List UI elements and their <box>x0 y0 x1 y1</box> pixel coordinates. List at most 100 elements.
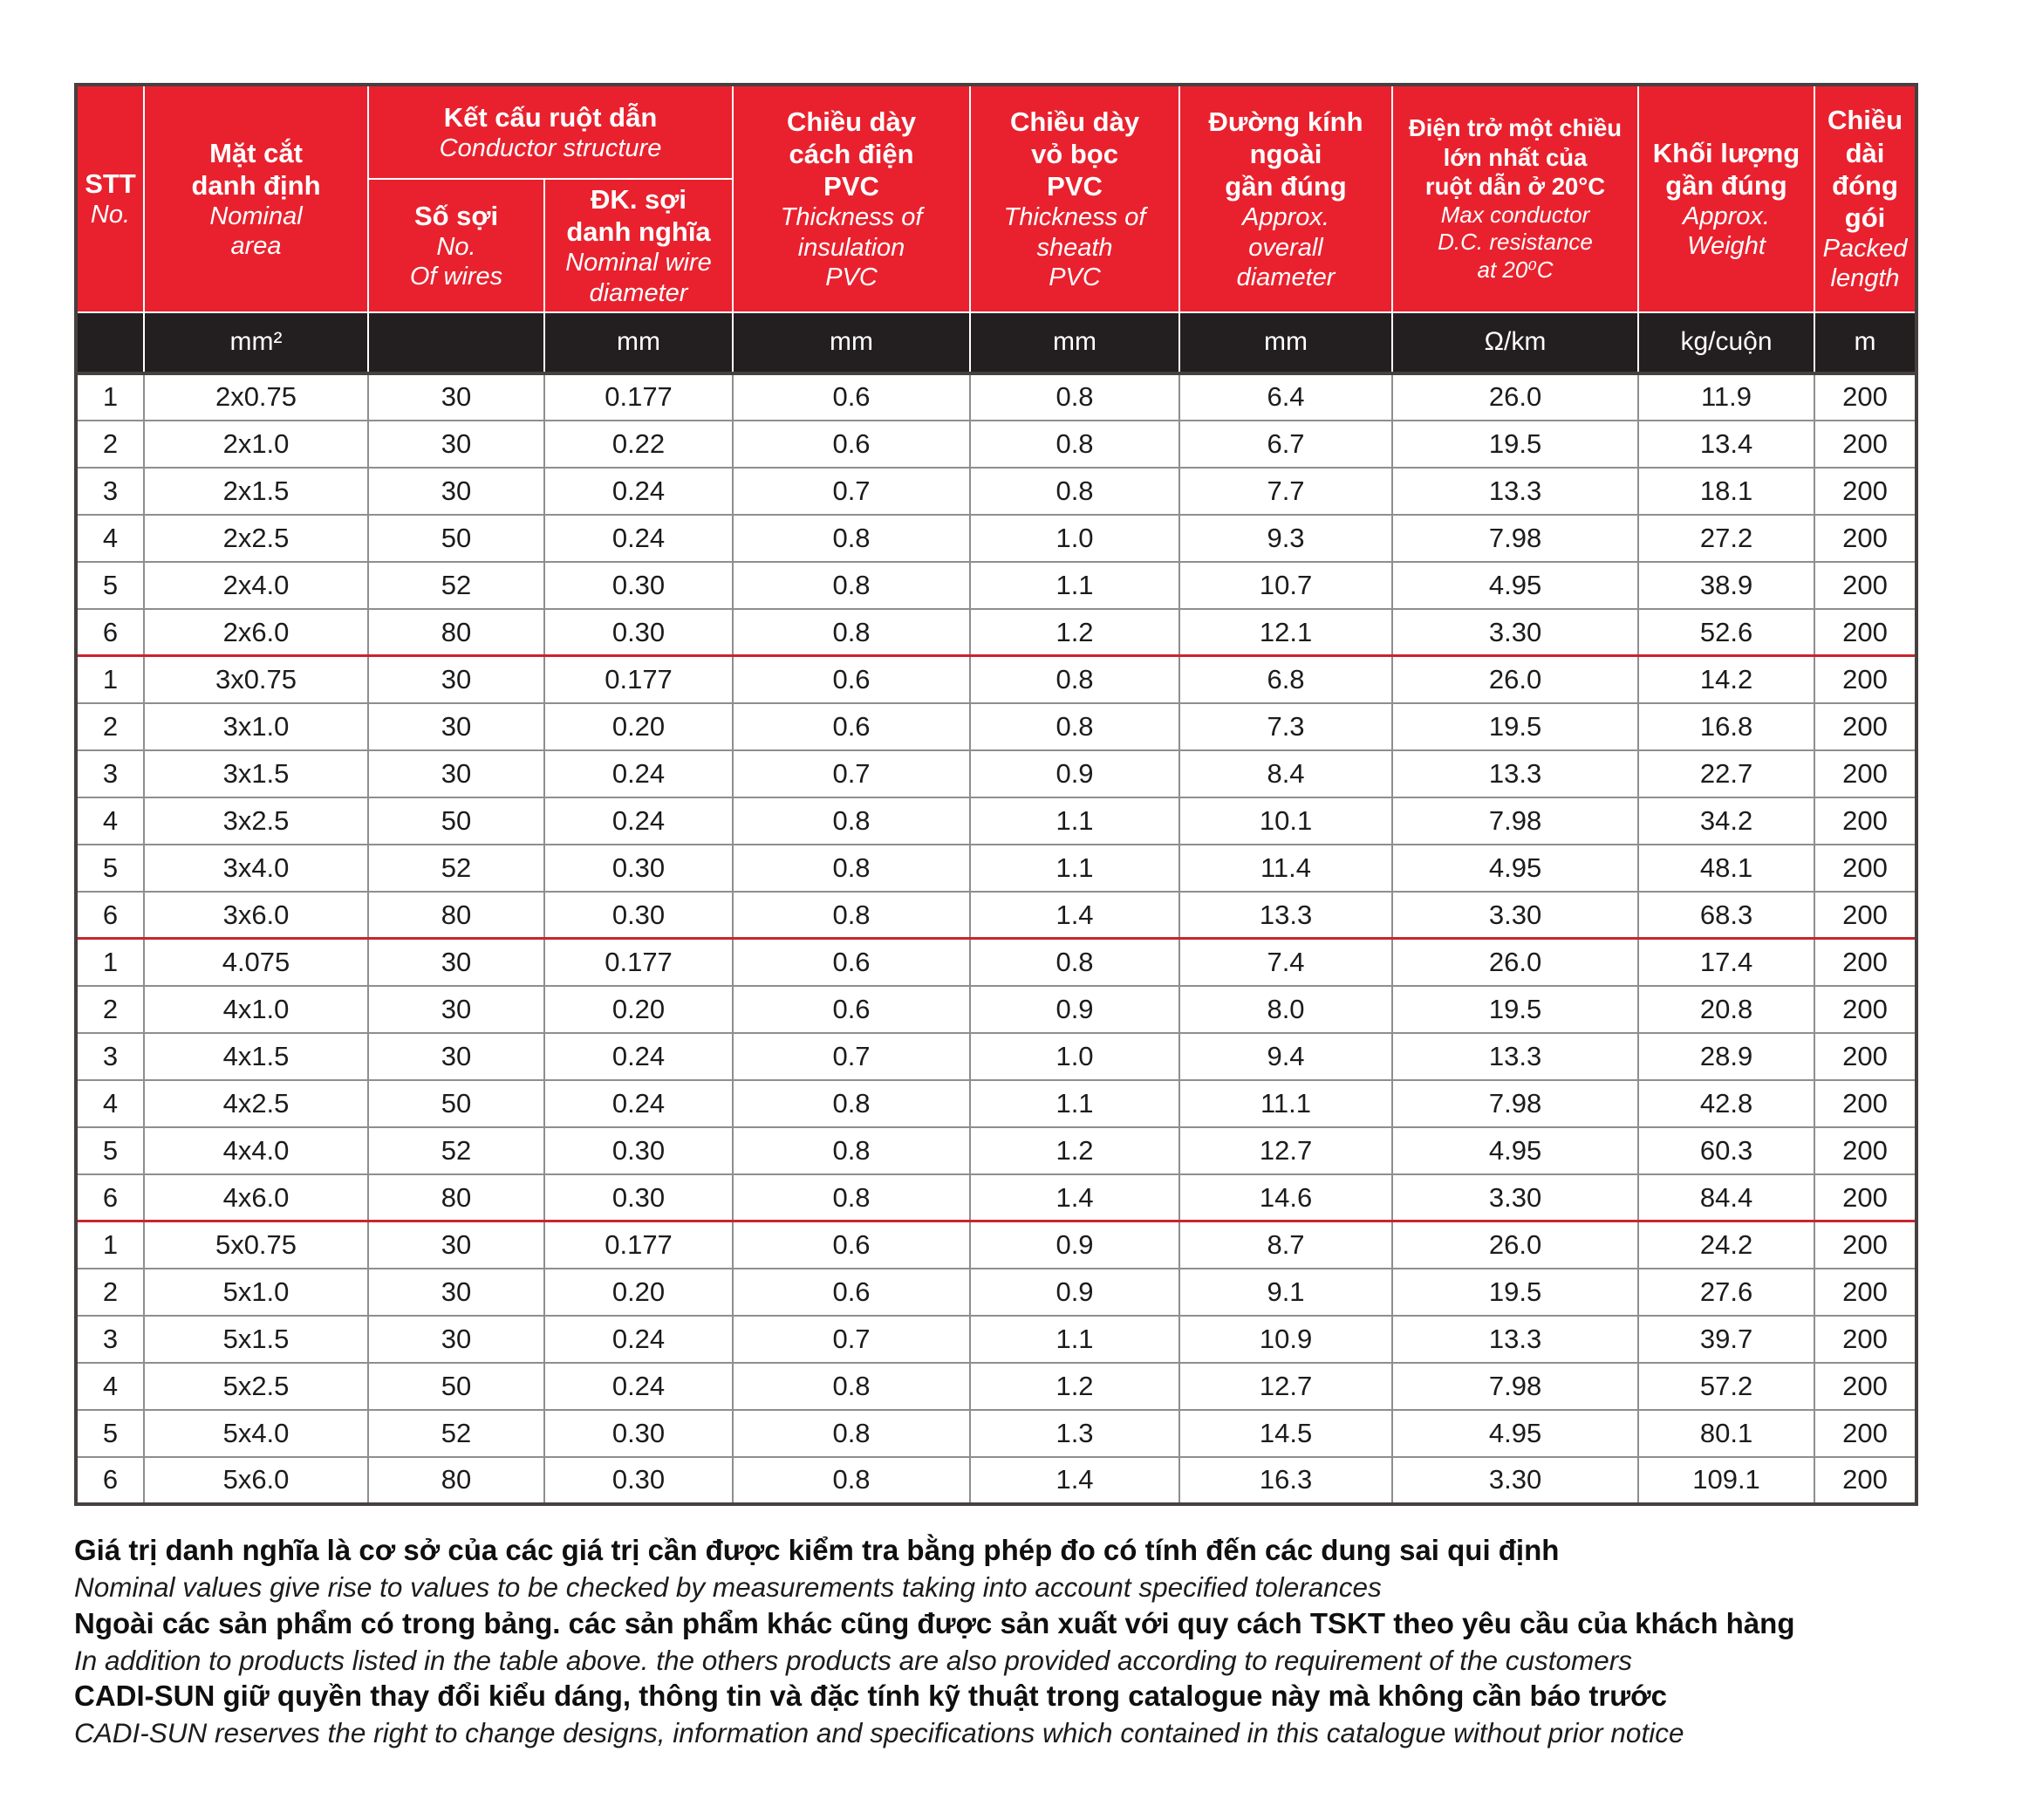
table-cell: 1.1 <box>969 796 1181 845</box>
table-cell: 52 <box>367 1408 545 1458</box>
table-cell: 0.9 <box>969 1220 1181 1269</box>
table-cell: 1.2 <box>969 1126 1181 1175</box>
table-cell: 1.4 <box>969 1455 1181 1505</box>
table-cell: 12.1 <box>1178 607 1394 657</box>
table-cell: 10.1 <box>1178 796 1394 845</box>
table-cell: 200 <box>1814 1078 1918 1128</box>
table-cell: 200 <box>1814 749 1918 798</box>
table-row: 5 4x4.0 52 0.30 0.8 1.2 12.7 4.95 60.3 200 <box>75 1126 1918 1175</box>
table-cell: 14.5 <box>1178 1408 1394 1458</box>
table-row: 6 3x6.0 80 0.30 0.8 1.4 13.3 3.30 68.3 200 <box>75 890 1918 940</box>
table-cell: 26.0 <box>1391 654 1640 704</box>
table-row: 1 5x0.75 30 0.177 0.6 0.9 8.7 26.0 24.2 200 <box>75 1220 1918 1269</box>
table-cell: 12.7 <box>1178 1126 1394 1175</box>
table-row: 5 2x4.0 52 0.30 0.8 1.1 10.7 4.95 38.9 200 <box>75 560 1918 610</box>
table-cell: 0.177 <box>543 937 734 987</box>
table-cell: 18.1 <box>1637 466 1816 516</box>
table-cell: 3 <box>75 466 145 516</box>
table-cell: 0.8 <box>732 1361 972 1411</box>
table-cell: 6.7 <box>1178 419 1394 469</box>
table-cell: 13.3 <box>1391 466 1640 516</box>
table-row: 4 4x2.5 50 0.24 0.8 1.1 11.1 7.98 42.8 200 <box>75 1078 1918 1128</box>
table-cell: 17.4 <box>1637 937 1816 987</box>
unit-cell-insulation: mm <box>732 311 972 375</box>
table-cell: 0.8 <box>732 513 972 563</box>
table-cell: 0.30 <box>543 1126 734 1175</box>
table-cell: 4.95 <box>1391 1126 1640 1175</box>
table-cell: 0.177 <box>543 654 734 704</box>
table-cell: 11.1 <box>1178 1078 1394 1128</box>
col-header-sheath-thickness: Chiều dày vỏ bọc PVC Thickness of sheath… <box>969 84 1181 313</box>
table-cell: 13.3 <box>1391 1031 1640 1081</box>
table-cell: 200 <box>1814 843 1918 893</box>
table-cell: 0.30 <box>543 1173 734 1222</box>
table-cell: 0.30 <box>543 843 734 893</box>
table-cell: 3 <box>75 749 145 798</box>
table-cell: 2x1.0 <box>143 419 369 469</box>
unit-cell-weight: kg/cuộn <box>1637 311 1816 375</box>
table-cell: 60.3 <box>1637 1126 1816 1175</box>
unit-cell-overall-diameter: mm <box>1178 311 1394 375</box>
table-cell: 0.9 <box>969 749 1181 798</box>
table-cell: 8.0 <box>1178 984 1394 1034</box>
table-cell: 0.6 <box>732 419 972 469</box>
table-cell: 5 <box>75 843 145 893</box>
table-cell: 0.8 <box>732 1455 972 1505</box>
table-cell: 27.2 <box>1637 513 1816 563</box>
table-cell: 80 <box>367 890 545 940</box>
table-cell: 0.30 <box>543 560 734 610</box>
table-cell: 50 <box>367 796 545 845</box>
table-cell: 7.3 <box>1178 701 1394 751</box>
col-header-wire-diameter-en: Nominal wire diameter <box>565 249 712 307</box>
table-cell: 6.8 <box>1178 654 1394 704</box>
table-cell: 2 <box>75 419 145 469</box>
unit-cell-wire-diameter: mm <box>543 311 734 375</box>
table-cell: 7.7 <box>1178 466 1394 516</box>
table-cell: 200 <box>1814 513 1918 563</box>
table-cell: 30 <box>367 984 545 1034</box>
table-cell: 14.6 <box>1178 1173 1394 1222</box>
table-cell: 52 <box>367 1126 545 1175</box>
table-cell: 1 <box>75 937 145 987</box>
table-body: 1 2x0.75 30 0.177 0.6 0.8 6.4 26.0 11.9 200 2 2x1.0… <box>75 372 1918 1505</box>
note-line-3: Ngoài các sản phẩm có trong bảng. các sả… <box>74 1606 1795 1639</box>
table-cell: 200 <box>1814 654 1918 704</box>
table-cell: 10.7 <box>1178 560 1394 610</box>
col-header-conductor-structure-en: Conductor structure <box>439 133 662 162</box>
table-cell: 13.3 <box>1391 1314 1640 1364</box>
table-cell: 26.0 <box>1391 372 1640 421</box>
col-header-sheath-thickness-vn: Chiều dày vỏ bọc PVC <box>1009 106 1140 202</box>
table-cell: 26.0 <box>1391 1220 1640 1269</box>
table-cell: 19.5 <box>1391 1267 1640 1317</box>
table-cell: 0.24 <box>543 466 734 516</box>
table-cell: 0.8 <box>969 701 1181 751</box>
table-cell: 3x2.5 <box>143 796 369 845</box>
table-cell: 1 <box>75 654 145 704</box>
unit-cell-sheath: mm <box>969 311 1181 375</box>
table-cell: 200 <box>1814 1314 1918 1364</box>
table-cell: 200 <box>1814 560 1918 610</box>
table-cell: 0.7 <box>732 749 972 798</box>
table-cell: 9.3 <box>1178 513 1394 563</box>
col-header-dc-resistance-en: Max conductor D.C. resistance at 20⁰C <box>1438 201 1593 284</box>
table-cell: 200 <box>1814 1173 1918 1222</box>
table-cell: 200 <box>1814 607 1918 657</box>
table-cell: 30 <box>367 1031 545 1081</box>
table-cell: 200 <box>1814 1455 1918 1505</box>
table-cell: 2 <box>75 1267 145 1317</box>
col-header-nominal-area-vn: Mặt cắt danh định <box>191 137 321 201</box>
table-cell: 30 <box>367 419 545 469</box>
table-cell: 1 <box>75 372 145 421</box>
table-cell: 5x1.0 <box>143 1267 369 1317</box>
table-cell: 109.1 <box>1637 1455 1816 1505</box>
table-cell: 9.1 <box>1178 1267 1394 1317</box>
table-cell: 0.177 <box>543 372 734 421</box>
table-cell: 0.30 <box>543 607 734 657</box>
table-cell: 200 <box>1814 372 1918 421</box>
col-header-wire-count: Số sợi No. Of wires <box>367 178 545 313</box>
table-cell: 26.0 <box>1391 937 1640 987</box>
table-cell: 6 <box>75 1455 145 1505</box>
table-cell: 0.6 <box>732 654 972 704</box>
table-cell: 11.9 <box>1637 372 1816 421</box>
table-row: 4 3x2.5 50 0.24 0.8 1.1 10.1 7.98 34.2 200 <box>75 796 1918 845</box>
